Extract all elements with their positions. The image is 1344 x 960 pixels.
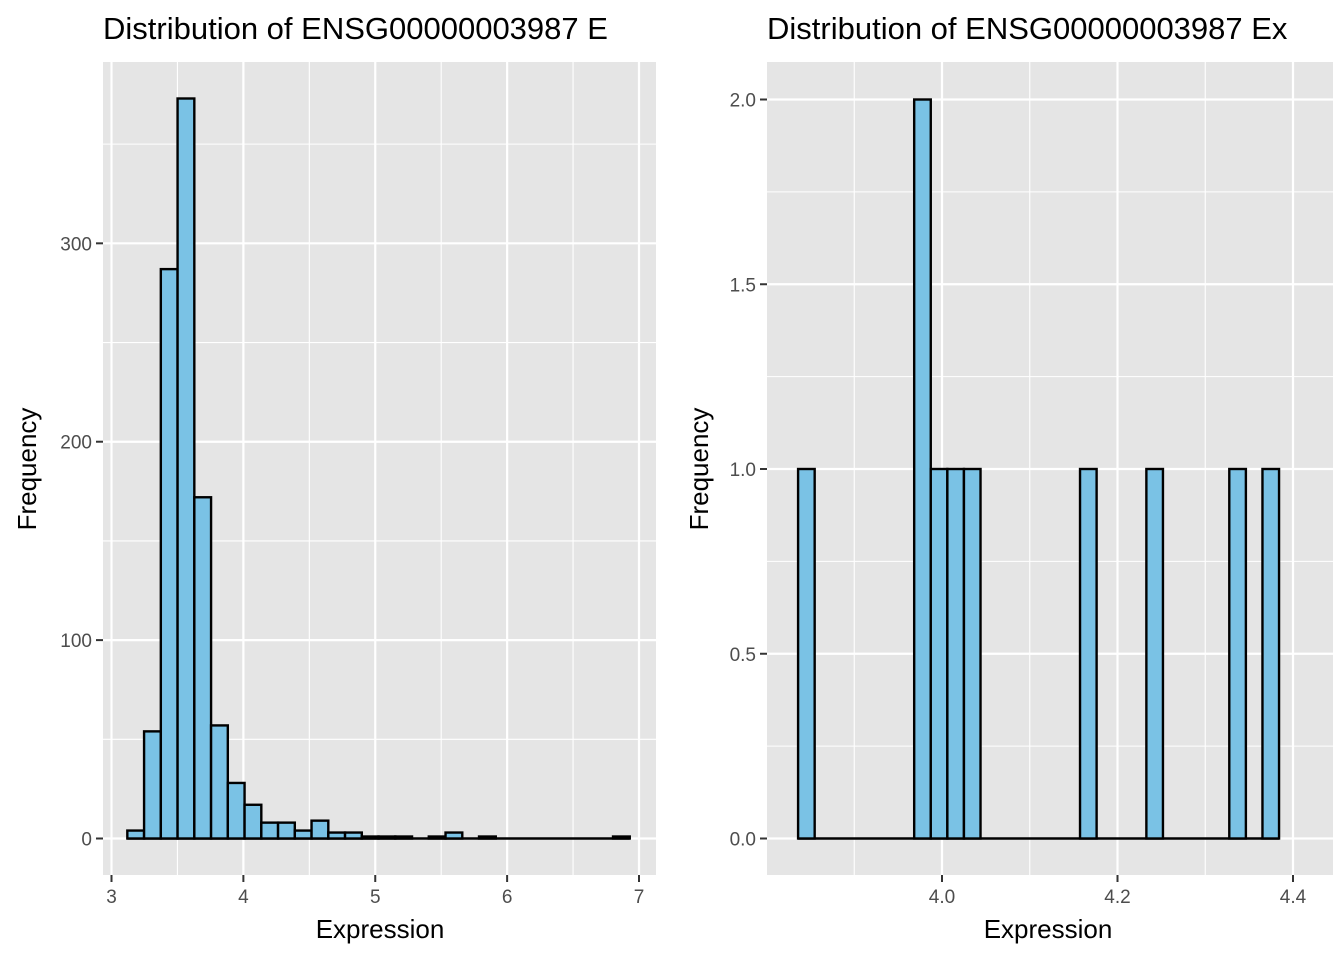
histogram-bar: [126, 829, 146, 840]
histogram-bar: [209, 724, 230, 840]
histogram-bar: [1228, 467, 1248, 840]
histogram-bar: [394, 835, 414, 840]
y-tick-label: 300: [60, 234, 92, 255]
right-chart-title: Distribution of ENSG00000003987 Ex: [767, 11, 1288, 46]
y-tick-label: 1.5: [730, 275, 756, 296]
x-tick-label: 5: [370, 887, 381, 908]
left-histogram-panel: 3 4 5 6 7 0 100 200 300 Distribution of ENSG0000…: [12, 11, 656, 944]
histogram-bar: [226, 781, 246, 840]
histogram-bar: [377, 835, 397, 840]
histogram-bar: [343, 831, 363, 840]
histogram-bars: [126, 97, 631, 840]
right-y-axis-title: Frequency: [684, 408, 714, 531]
histogram-bar: [912, 98, 932, 840]
y-tick-label: 0: [81, 830, 92, 851]
histogram-bar: [962, 467, 982, 840]
histogram-bar: [611, 835, 631, 840]
x-tick-label: 4: [238, 887, 249, 908]
histogram-bar: [477, 835, 497, 840]
histogram-bar: [176, 97, 196, 840]
histogram-bar: [1145, 467, 1165, 840]
histogram-bar: [946, 467, 966, 840]
x-tick-label: 3: [106, 887, 117, 908]
right-histogram-panel: 4.0 4.2 4.4 0.0 0.5 1.0 1.5 2.0 Distribution of…: [684, 11, 1333, 944]
histogram-bar: [293, 829, 313, 840]
left-chart-title: Distribution of ENSG00000003987 E: [103, 11, 608, 46]
histogram-bar: [360, 835, 380, 840]
histogram-bar: [310, 819, 330, 840]
y-tick-label: 0.0: [730, 830, 756, 851]
left-y-axis-title: Frequency: [12, 408, 42, 531]
histogram-bar: [929, 467, 949, 840]
x-tick-label: 4.2: [1104, 887, 1130, 908]
histogram-bar: [1261, 467, 1281, 840]
histogram-bar: [243, 803, 263, 840]
x-tick-label: 6: [502, 887, 513, 908]
histogram-bars: [796, 98, 1281, 840]
plot-area-1: 4.0 4.2 4.4 0.0 0.5 1.0 1.5 2.0: [730, 62, 1333, 908]
histogram-bar: [193, 496, 213, 840]
y-tick-label: 1.0: [730, 460, 756, 481]
histogram-bar: [327, 831, 347, 840]
y-tick-label: 2.0: [730, 91, 756, 112]
right-x-axis-title: Expression: [984, 914, 1113, 944]
histogram-bar: [444, 831, 464, 840]
plot-area-0: 3 4 5 6 7 0 100 200 300: [60, 62, 656, 908]
left-x-axis-title: Expression: [316, 914, 445, 944]
y-tick-label: 0.5: [730, 645, 756, 666]
x-tick-label: 4.4: [1280, 887, 1307, 908]
histogram-bar: [796, 467, 816, 840]
y-tick-label: 200: [60, 433, 92, 454]
histogram-bar: [1078, 467, 1098, 840]
y-tick-label: 100: [60, 631, 92, 652]
histogram-bar: [427, 835, 447, 840]
histogram-bar: [260, 821, 280, 840]
histogram-bar: [142, 730, 163, 840]
histogram-bar: [159, 267, 179, 840]
histogram-bar: [276, 821, 297, 840]
x-tick-label: 7: [634, 887, 645, 908]
x-tick-label: 4.0: [929, 887, 955, 908]
